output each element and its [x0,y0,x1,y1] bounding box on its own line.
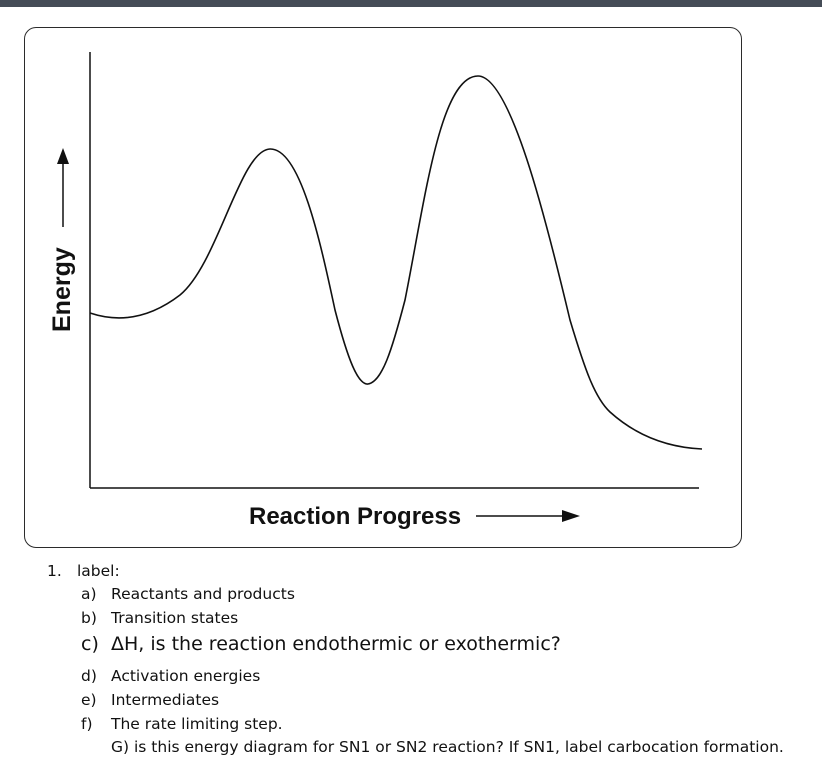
energy-curve [89,75,703,450]
extra-question: G) is this energy diagram for SN1 or SN2… [111,738,784,756]
list-item: f) The rate limiting step. [81,715,283,733]
list-item-text: Intermediates [111,691,220,709]
y-axis-label: Energy [48,247,76,332]
list-item-marker: f) [81,715,93,733]
list-item-marker: b) [81,609,97,627]
list-item-marker: c) [81,633,99,655]
list-item-marker: d) [81,667,97,685]
top-bar [0,0,822,7]
list-item-text: Reactants and products [111,585,295,603]
energy-diagram: Energy Reaction Progress [48,52,703,530]
list-item-text: The rate limiting step. [111,715,283,733]
list-item: e) Intermediates [81,691,220,709]
list-item: c) ΔH, is the reaction endothermic or exo… [81,635,561,654]
list-item: d) Activation energies [81,667,261,685]
question-number: 1. [47,562,62,580]
question-heading-text: label: [77,562,120,580]
y-axis-label-group: Energy [48,148,76,332]
x-axis-label-group: Reaction Progress [249,503,580,530]
energy-diagram-frame [24,27,742,548]
y-axis-arrow-head [57,148,69,164]
x-axis-arrow-head [562,510,580,522]
list-item-text: Activation energies [111,667,261,685]
list-item: b) Transition states [81,609,239,627]
list-item-text: ΔH, is the reaction endothermic or exoth… [111,633,561,655]
list-item-marker: e) [81,691,97,709]
x-axis-label: Reaction Progress [249,503,461,530]
question-heading: 1. label: [47,562,120,580]
list-item-marker: a) [81,585,97,603]
list-item-text: Transition states [111,609,239,627]
list-item: a) Reactants and products [81,585,295,603]
